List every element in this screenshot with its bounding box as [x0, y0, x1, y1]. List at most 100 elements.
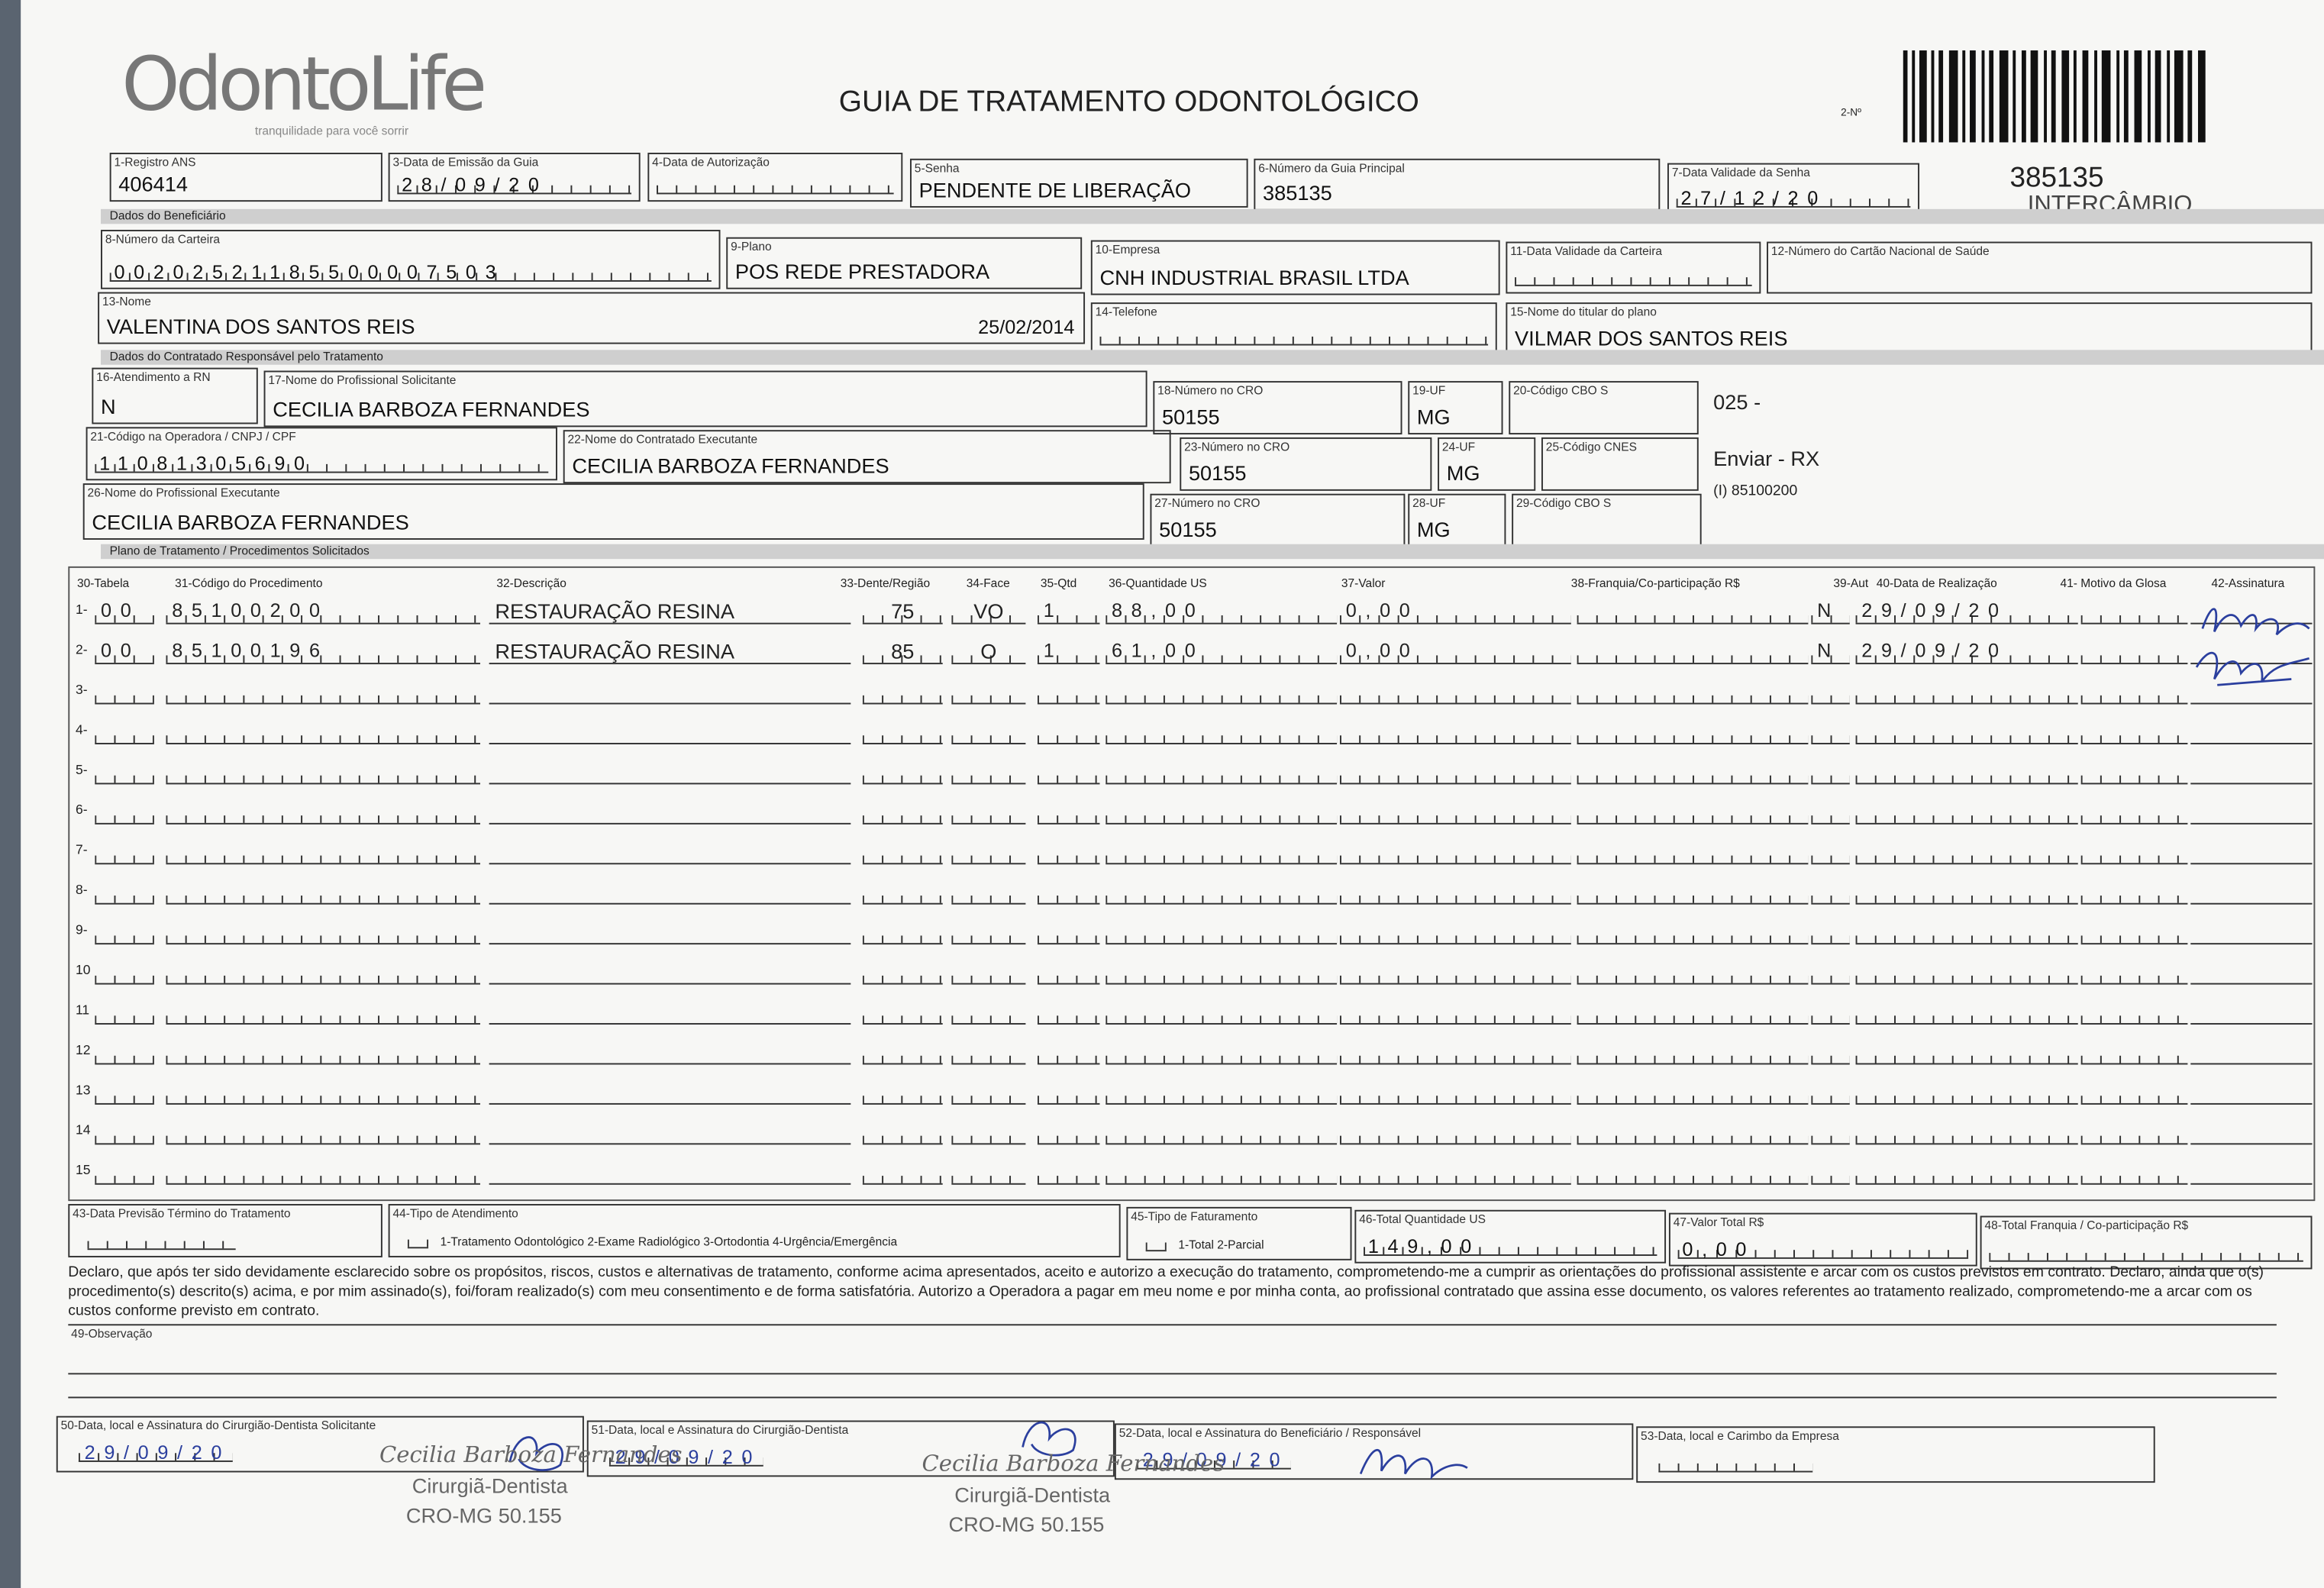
field-value: 50155 [1188, 460, 1247, 486]
field-label: 43-Data Previsão Término do Tratamento [73, 1206, 291, 1221]
entry-cell [2190, 605, 2313, 625]
entry-cell [166, 885, 480, 905]
entry-cell [1339, 1085, 1571, 1105]
stamp-title: Cirurgiã-Dentista [954, 1483, 1111, 1507]
entry-cell [2080, 605, 2188, 625]
entry-cell [2190, 925, 2313, 945]
field-value: N [101, 394, 116, 418]
entry-cell [1577, 685, 1809, 705]
entry-qty: 1 [1043, 639, 1064, 662]
field-value: 385135 [1263, 180, 1332, 205]
entry-cell [95, 644, 154, 665]
entry-us: 88,00 [1111, 599, 1205, 621]
field-label: 29-Código CBO S [1515, 496, 1612, 511]
entry-cell [2190, 965, 2313, 985]
entry-cell [1339, 644, 1571, 665]
entry-cell [95, 1005, 154, 1025]
date-comb [87, 1231, 236, 1251]
field-label: 22-Nome do Contratado Executante [567, 433, 758, 447]
entry-cell [1106, 885, 1338, 905]
date-comb [1658, 1454, 1813, 1473]
field-label: 3-Data de Emissão da Guia [392, 155, 539, 169]
entry-cell [489, 885, 851, 905]
field-value: 149,00 [1367, 1235, 1480, 1257]
field-box: 8-Número da Carteira 00202521185500007503 [101, 230, 721, 289]
observation-box: 49-Observação [68, 1324, 2277, 1399]
entry-cell [489, 965, 851, 985]
digit-comb [397, 176, 632, 195]
digit-comb [1364, 1238, 1657, 1256]
entry-cell [95, 605, 154, 625]
entry-cell [951, 605, 1026, 625]
field-box: 46-Total Quantidade US 149,00 [1354, 1209, 1667, 1264]
entry-cell [166, 1005, 480, 1025]
entry-cell [2080, 1085, 2188, 1105]
entry-cell [862, 644, 943, 665]
field-label: 23-Número no CRO [1184, 440, 1290, 454]
field-box: 20-Código CBO S [1509, 381, 1699, 435]
entry-cell [166, 644, 480, 665]
stamp-name: Cecilia Barboza Fernandes [922, 1450, 1225, 1477]
observation-line [68, 1373, 2277, 1375]
entry-cell [1855, 1045, 2078, 1065]
entry-cell [95, 805, 154, 825]
entry-cell [1037, 845, 1100, 865]
field-label: 10-Empresa [1095, 243, 1160, 257]
field-box: 45-Tipo de Faturamento 1-Total 2-Parcial [1126, 1206, 1352, 1260]
date-comb [1137, 1451, 1291, 1470]
entry-cell [489, 1005, 851, 1025]
column-header: 35-Qtd [1040, 576, 1077, 590]
field-label: 6-Número da Guia Principal [1258, 161, 1405, 176]
entry-cell [1811, 644, 1850, 665]
entry-date: 29/09/20 [1861, 599, 2008, 621]
field-box: 47-Valor Total R$ 0,00 [1668, 1212, 1977, 1267]
field-box: 19-UF MG [1408, 381, 1503, 435]
field-label: 4-Data de Autorização [652, 155, 770, 169]
barcode [1903, 50, 2206, 143]
column-header: 31-Código do Procedimento [175, 576, 323, 590]
field-label: 18-Número no CRO [1157, 384, 1264, 398]
field-note: Enviar - RX [1713, 446, 1820, 470]
entry-cell [166, 605, 480, 625]
field-note: 025 - [1713, 389, 1761, 414]
entry-cell [1106, 925, 1338, 945]
handwritten-signature [508, 1436, 563, 1471]
entry-cell [489, 765, 851, 785]
entry-cell [2190, 1005, 2313, 1025]
entry-cell [1577, 765, 1809, 785]
field-value: 00202521185500007503 [114, 260, 505, 283]
entry-cell [489, 685, 851, 705]
form-paper: OdontoLife tranquilidade para você sorri… [21, 0, 2324, 1588]
entry-cell [1339, 1045, 1571, 1065]
entry-cell [1577, 965, 1809, 985]
field-box: 27-Número no CRO 50155 [1150, 493, 1406, 547]
entry-cell [1037, 1085, 1100, 1105]
entry-cell [1811, 605, 1850, 625]
row-number: 1- [76, 602, 88, 617]
entry-cell [1855, 925, 2078, 945]
entry-cell [2080, 685, 2188, 705]
entry-cell [489, 1125, 851, 1145]
digit-comb [95, 455, 549, 473]
field-label: 45-Tipo de Faturamento [1131, 1209, 1258, 1224]
entry-cell [2190, 845, 2313, 865]
entry-cell [1037, 765, 1100, 785]
section-bar: Dados do Contratado Responsável pelo Tra… [101, 350, 2324, 365]
stamp-cro: CRO-MG 50.155 [948, 1512, 1105, 1537]
entry-cell [1577, 1005, 1809, 1025]
entry-cell [1855, 1165, 2078, 1185]
entry-cell [2080, 965, 2188, 985]
declaration-text: Declaro, que após ter sido devidamente e… [68, 1264, 2264, 1320]
field-box: 43-Data Previsão Término do Tratamento [68, 1203, 382, 1257]
entry-cell [1855, 965, 2078, 985]
entry-cell [951, 685, 1026, 705]
entry-date: 29/09/20 [1861, 639, 2008, 662]
entry-cell [1855, 725, 2078, 744]
entry-cell [951, 765, 1026, 785]
entry-cell [2080, 725, 2188, 744]
entry-cell [1106, 685, 1338, 705]
entry-code: 85100196 [172, 639, 329, 662]
stamp-cro: CRO-MG 50.155 [405, 1503, 562, 1528]
signature-label: 51-Data, local e Assinatura do Cirurgião… [591, 1423, 849, 1437]
option-text: 1-Tratamento Odontológico 2-Exame Radiol… [440, 1235, 898, 1249]
